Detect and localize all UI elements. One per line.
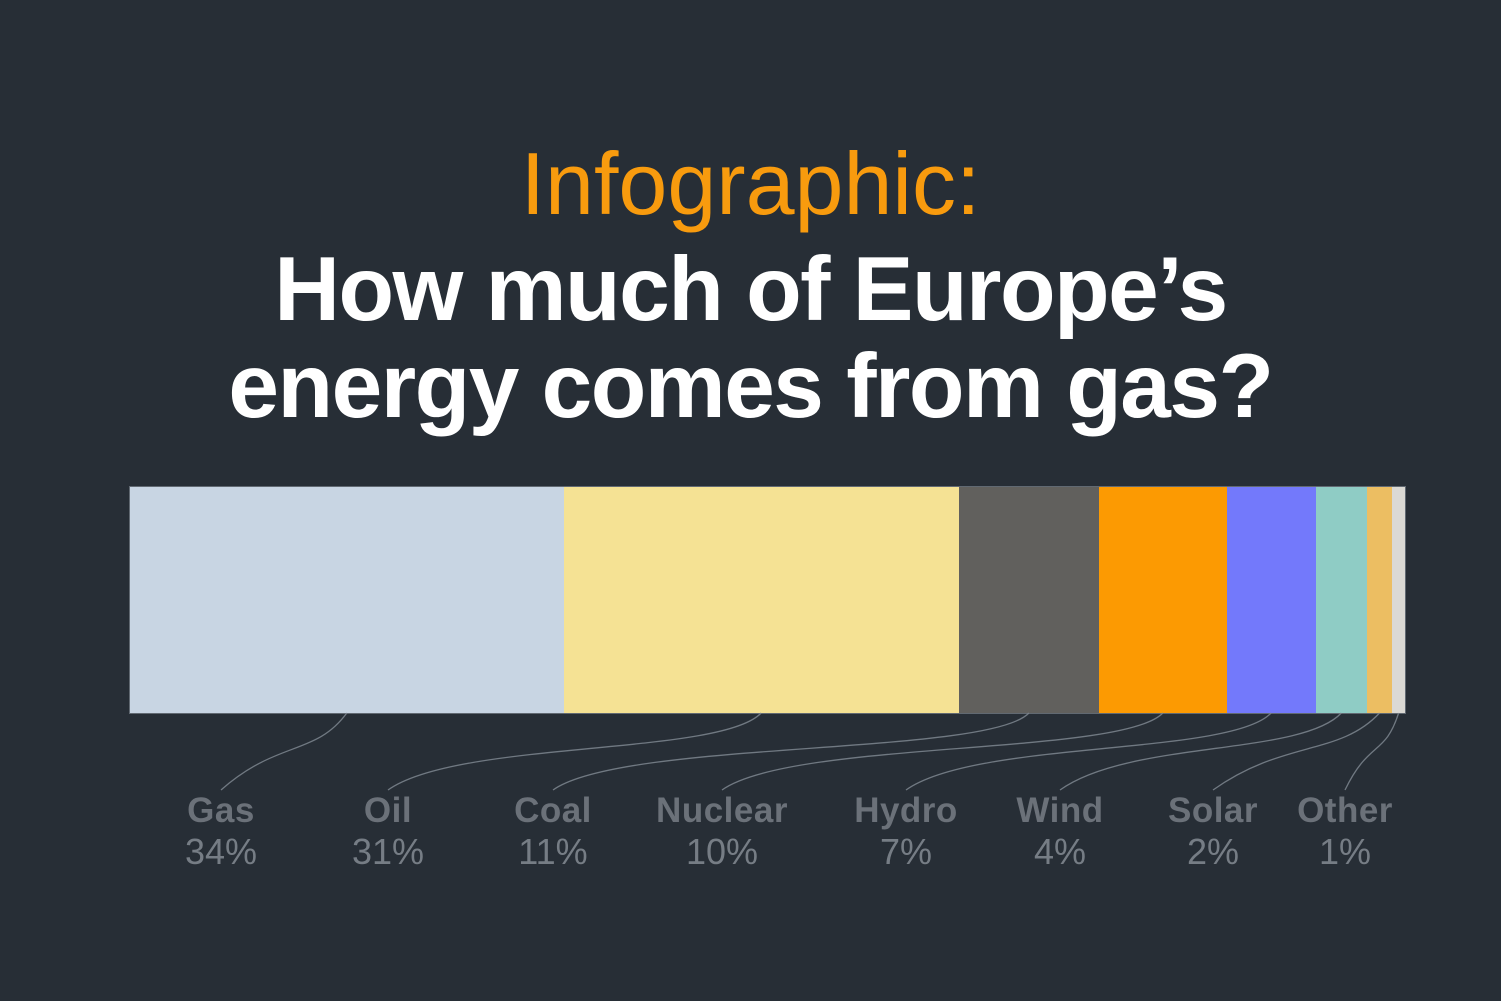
legend-name-wind: Wind	[1016, 791, 1104, 830]
leader-line-wind	[1059, 712, 1342, 791]
legend-value-hydro: 7%	[879, 831, 933, 873]
legend-name-oil: Oil	[363, 791, 413, 830]
legend-value-nuclear: 10%	[685, 831, 759, 873]
bar-segment-solar	[1366, 487, 1393, 713]
legend-name-gas: Gas	[187, 791, 255, 830]
legend-value-gas: 34%	[184, 831, 258, 873]
leader-line-nuclear	[721, 712, 1164, 791]
legend-name-solar: Solar	[1167, 791, 1259, 830]
legend-item-wind: Wind 4%	[955, 791, 1165, 871]
bar-segment-coal	[958, 487, 1099, 713]
bar-segment-oil	[563, 487, 959, 713]
leader-line-hydro	[905, 712, 1272, 791]
legend-item-nuclear: Nuclear 10%	[617, 791, 827, 871]
eyebrow-title: Infographic:	[520, 134, 981, 233]
leader-lines	[220, 712, 1400, 791]
legend-item-gas: Gas 34%	[116, 791, 326, 871]
legend-item-coal: Coal 11%	[448, 791, 658, 871]
legend-name-other: Other	[1297, 791, 1393, 830]
legend-value-wind: 4%	[1033, 831, 1087, 873]
legend-name-coal: Coal	[514, 791, 592, 830]
bar-segment-gas	[130, 487, 564, 713]
leader-line-other	[1344, 712, 1400, 791]
main-title: How much of Europe’s energy comes from g…	[0, 241, 1501, 436]
leader-line-gas	[220, 712, 348, 791]
legend-value-coal: 11%	[518, 831, 588, 873]
legend-item-hydro: Hydro 7%	[801, 791, 1011, 871]
legend-name-nuclear: Nuclear	[656, 791, 788, 830]
legend-value-oil: 31%	[351, 831, 425, 873]
leader-line-coal	[552, 712, 1030, 791]
bar-segment-wind	[1315, 487, 1367, 713]
legend-value-solar: 2%	[1186, 831, 1240, 873]
legend-name-hydro: Hydro	[854, 791, 958, 830]
bar-segment-nuclear	[1099, 487, 1227, 713]
leader-line-solar	[1212, 712, 1380, 791]
bar-segment-other	[1392, 487, 1405, 713]
bar-segment-hydro	[1226, 487, 1316, 713]
main-title-line2: energy comes from gas?	[228, 336, 1274, 438]
stacked-bar	[130, 487, 1405, 713]
legend-item-solar: Solar 2%	[1108, 791, 1318, 871]
main-title-line1: How much of Europe’s	[274, 239, 1228, 340]
legend-labels: Gas 34% Oil 31% Coal 11% Nuclear 10% Hydro 7% Wind…	[0, 791, 1501, 901]
leader-line-oil	[387, 712, 762, 791]
legend-item-oil: Oil 31%	[283, 791, 493, 871]
legend-value-other: 1%	[1318, 831, 1372, 873]
legend-item-other: Other 1%	[1240, 791, 1450, 871]
